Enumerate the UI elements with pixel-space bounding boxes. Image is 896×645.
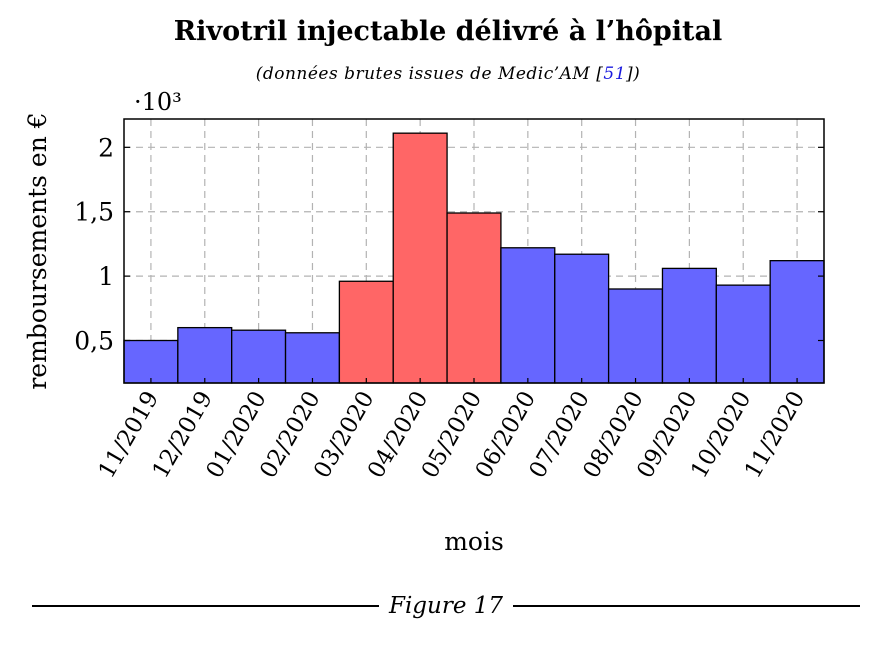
bar-05-2020 [446, 212, 502, 384]
chart-title: Rivotril injectable délivré à l’hôpital [173, 16, 723, 47]
x-axis: 11/201912/201901/202002/202003/202004/20… [94, 378, 810, 483]
bar-07-2020 [554, 253, 610, 384]
bar-08-2020 [607, 288, 664, 384]
y-multiplier: ·10³ [134, 88, 182, 116]
x-axis-label: mois [444, 527, 504, 556]
y-axis: 0,5 1 1,5 2 [74, 133, 824, 356]
bar-09-2020 [661, 267, 717, 384]
bar-11-2019 [123, 339, 179, 384]
y-tick-label: 1 [98, 262, 114, 291]
bar-06-2020 [500, 247, 556, 384]
bar-11-2020 [769, 260, 825, 384]
chart-subtitle: (données brutes issues de Medic’AM [51]) [0, 64, 896, 84]
y-tick-label: 1,5 [74, 198, 114, 227]
citation-link[interactable]: 51 [603, 64, 627, 84]
bar-12-2019 [177, 326, 233, 384]
subtitle-suffix: ]) [626, 64, 641, 84]
figure-caption: Figure 17 [32, 593, 861, 619]
bar-04-2020 [392, 132, 448, 384]
bars [123, 132, 825, 384]
y-tick-label: 0,5 [74, 327, 114, 356]
bar-10-2020 [715, 284, 771, 384]
caption-rule-left [32, 605, 379, 607]
y-tick-label: 2 [98, 133, 114, 162]
subtitle-prefix: (données brutes issues de Medic’AM [ [255, 64, 604, 84]
caption-text: Figure 17 [388, 593, 504, 619]
caption-rule-right [513, 605, 861, 607]
bar-02-2020 [284, 332, 341, 384]
y-axis-label: remboursements en € [23, 112, 52, 389]
bar-03-2020 [338, 280, 394, 384]
bar-01-2020 [231, 329, 287, 384]
